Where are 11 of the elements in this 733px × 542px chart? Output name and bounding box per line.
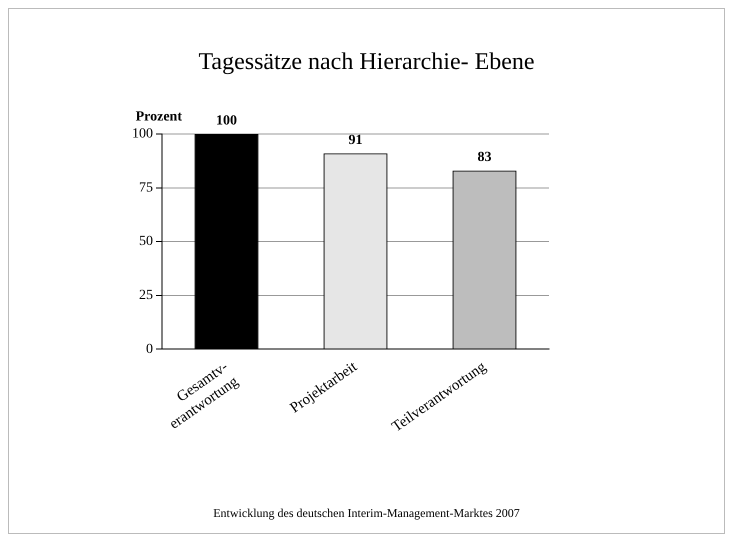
y-axis-title: Prozent [136, 110, 182, 125]
text: Entwicklung des deutschen Interim-Management-Marktes 2007 [212, 506, 521, 521]
chart-title: Tagessätze nach Hierarchie- Ebene [197, 49, 536, 76]
data-label: 91 [348, 132, 362, 148]
y-tick-label: 25 [139, 288, 153, 303]
y-tick-label: 50 [139, 234, 153, 250]
y-tick-label: 0 [146, 342, 153, 357]
data-label: 83 [478, 150, 492, 166]
y-tick-label: 100 [132, 126, 153, 142]
data-label: 100 [216, 114, 237, 129]
y-tick-label: 75 [139, 180, 153, 196]
